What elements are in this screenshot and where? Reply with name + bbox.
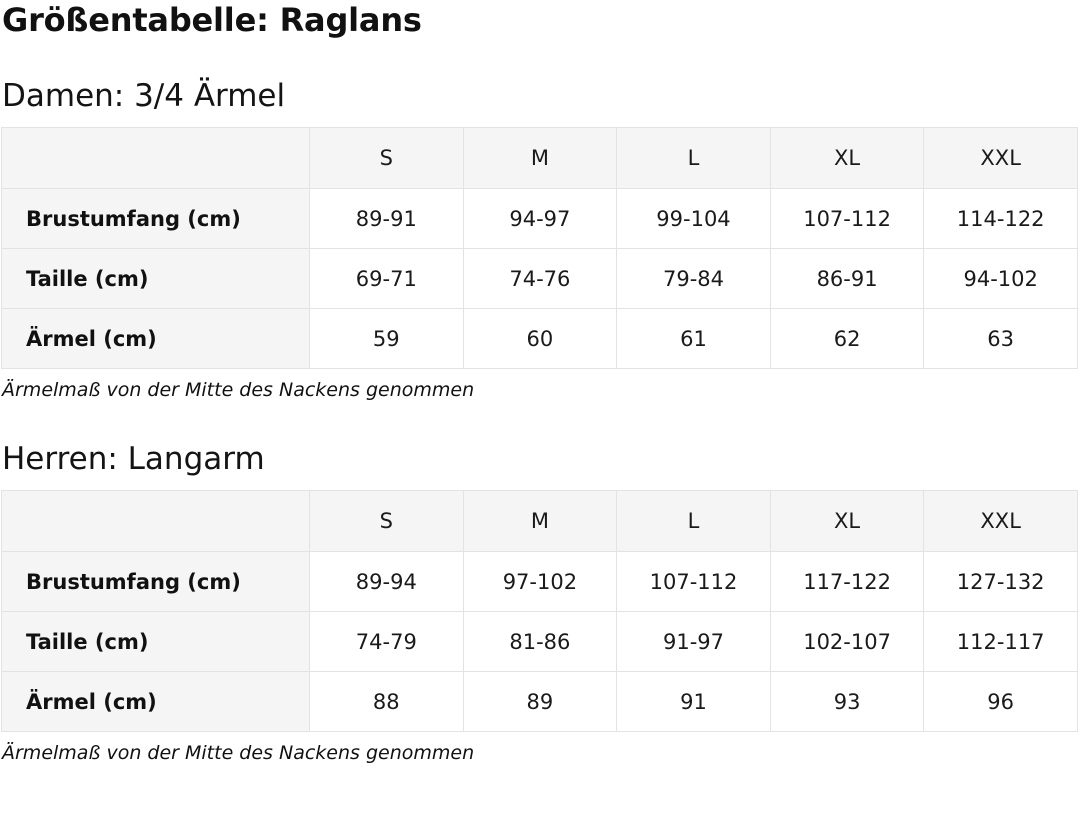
cell-waist-s: 74-79 <box>309 611 464 673</box>
footnote-womens: Ärmelmaß von der Mitte des Nackens genom… <box>2 379 475 402</box>
table-row: Taille (cm) 69-71 74-76 79-84 86-91 94-1… <box>1 248 1078 310</box>
section-heading-womens: Damen: 3/4 Ärmel <box>2 77 286 114</box>
column-header-m: M <box>462 490 618 553</box>
cell-chest-xxl: 127-132 <box>923 551 1078 613</box>
table-row: Brustumfang (cm) 89-94 97-102 107-112 11… <box>1 551 1078 613</box>
cell-sleeve-xl: 93 <box>769 671 925 733</box>
table-header-mens: S M L XL XXL <box>1 490 1078 553</box>
cell-chest-m: 94-97 <box>462 188 618 250</box>
cell-sleeve-m: 89 <box>462 671 618 733</box>
page-title: Größentabelle: Raglans <box>2 1 422 39</box>
row-label-sleeve: Ärmel (cm) <box>1 308 310 370</box>
size-chart-page: Größentabelle: Raglans Damen: 3/4 Ärmel … <box>0 1 1080 766</box>
row-label-chest: Brustumfang (cm) <box>1 551 310 613</box>
column-header-s: S <box>309 127 464 190</box>
table-row: Brustumfang (cm) 89-91 94-97 99-104 107-… <box>1 188 1078 250</box>
cell-chest-xxl: 114-122 <box>923 188 1078 250</box>
cell-chest-l: 107-112 <box>616 551 771 613</box>
row-label-waist: Taille (cm) <box>1 611 310 673</box>
column-header-xxl: XXL <box>923 490 1078 553</box>
row-label-sleeve: Ärmel (cm) <box>1 671 310 733</box>
column-header-m: M <box>462 127 618 190</box>
cell-chest-m: 97-102 <box>462 551 618 613</box>
section-womens: Damen: 3/4 Ärmel S M L XL XXL Brus <box>0 38 1080 403</box>
cell-sleeve-m: 60 <box>462 308 618 370</box>
cell-waist-xl: 102-107 <box>769 611 925 673</box>
cell-sleeve-s: 59 <box>309 308 464 370</box>
cell-waist-l: 91-97 <box>616 611 771 673</box>
footnote-mens: Ärmelmaß von der Mitte des Nackens genom… <box>2 742 475 765</box>
table-row: Taille (cm) 74-79 81-86 91-97 102-107 11… <box>1 611 1078 673</box>
cell-sleeve-xxl: 96 <box>923 671 1078 733</box>
column-header-l: L <box>616 127 771 190</box>
row-label-waist: Taille (cm) <box>1 248 310 310</box>
table-corner-cell <box>1 490 310 553</box>
cell-chest-s: 89-91 <box>309 188 464 250</box>
column-header-s: S <box>309 490 464 553</box>
table-body-mens: Brustumfang (cm) 89-94 97-102 107-112 11… <box>1 551 1078 733</box>
cell-waist-xxl: 94-102 <box>923 248 1078 310</box>
table-header-row: S M L XL XXL <box>1 490 1078 553</box>
table-header-row: S M L XL XXL <box>1 127 1078 190</box>
column-header-l: L <box>616 490 771 553</box>
cell-sleeve-l: 91 <box>616 671 771 733</box>
table-body-womens: Brustumfang (cm) 89-91 94-97 99-104 107-… <box>1 188 1078 370</box>
cell-waist-m: 74-76 <box>462 248 618 310</box>
column-header-xl: XL <box>769 127 925 190</box>
cell-sleeve-s: 88 <box>309 671 464 733</box>
cell-chest-xl: 107-112 <box>769 188 925 250</box>
cell-waist-s: 69-71 <box>309 248 464 310</box>
size-table-womens: S M L XL XXL Brustumfang (cm) 89-91 94-9… <box>1 127 1078 370</box>
cell-waist-l: 79-84 <box>616 248 771 310</box>
cell-waist-m: 81-86 <box>462 611 618 673</box>
section-mens: Herren: Langarm S M L XL XXL Brust <box>0 403 1080 766</box>
cell-sleeve-xl: 62 <box>769 308 925 370</box>
cell-sleeve-xxl: 63 <box>923 308 1078 370</box>
cell-waist-xl: 86-91 <box>769 248 925 310</box>
cell-chest-l: 99-104 <box>616 188 771 250</box>
column-header-xl: XL <box>769 490 925 553</box>
row-label-chest: Brustumfang (cm) <box>1 188 310 250</box>
table-corner-cell <box>1 127 310 190</box>
column-header-xxl: XXL <box>923 127 1078 190</box>
cell-chest-xl: 117-122 <box>769 551 925 613</box>
cell-chest-s: 89-94 <box>309 551 464 613</box>
table-row: Ärmel (cm) 88 89 91 93 96 <box>1 671 1078 733</box>
table-row: Ärmel (cm) 59 60 61 62 63 <box>1 308 1078 370</box>
section-heading-mens: Herren: Langarm <box>2 440 265 477</box>
cell-waist-xxl: 112-117 <box>923 611 1078 673</box>
table-header-womens: S M L XL XXL <box>1 127 1078 190</box>
cell-sleeve-l: 61 <box>616 308 771 370</box>
size-table-mens: S M L XL XXL Brustumfang (cm) 89-94 97-1… <box>1 490 1078 733</box>
